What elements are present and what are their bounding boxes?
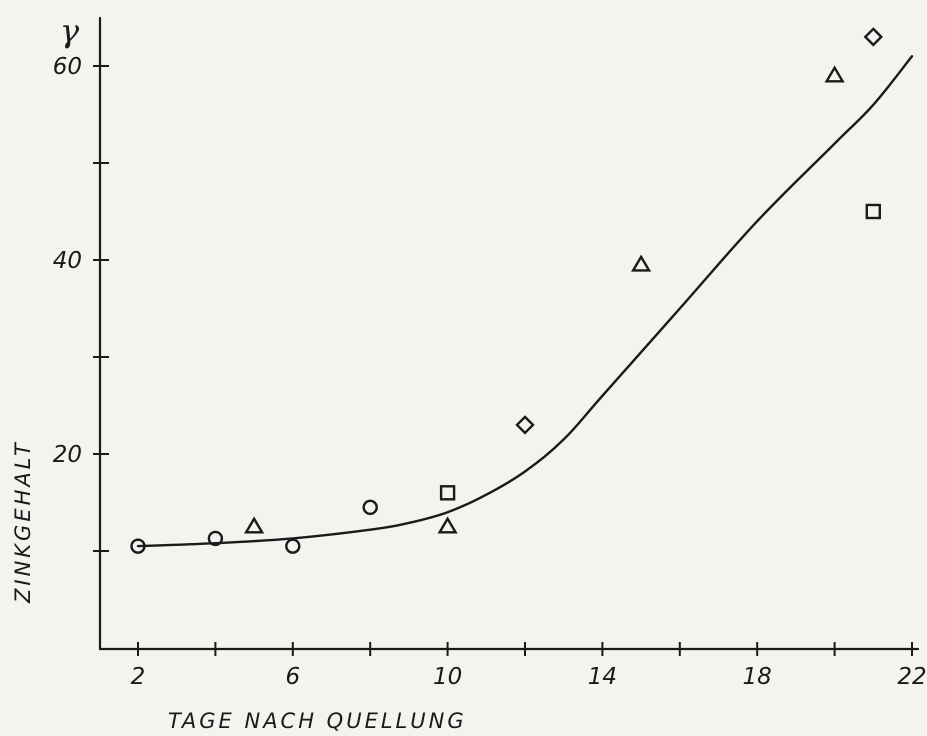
tick-labels: 2 6 10 14 18 22 20 40 60 [53,54,927,690]
axes [98,16,920,651]
triangle-marker [437,516,458,534]
circle-marker [130,538,146,554]
fit-curve-layer [136,55,914,548]
x-tick-label: 14 [588,664,617,690]
x-tick-label: 18 [743,664,772,690]
diamond-marker [515,415,535,435]
triangle-marker [824,65,845,83]
circle-marker [207,530,224,547]
triangle-marker [244,516,265,534]
triangle-marker [631,254,652,272]
circle-marker [285,538,301,554]
square-marker [865,203,881,220]
y-tick-label: 20 [53,442,82,468]
y-axis-title: ZINKGEHALT [11,440,35,604]
ticks [93,65,913,656]
x-tick-label: 10 [433,664,462,690]
x-tick-label: 22 [897,664,926,690]
x-tick-label: 6 [285,664,300,690]
circle-marker [362,499,378,516]
fit-curve [136,55,914,548]
diamond-marker [863,27,883,47]
y-tick-label: 40 [53,248,82,274]
y-unit-label: γ [60,12,80,50]
data-markers [130,27,883,554]
x-axis-title: TAGE NACH QUELLUNG [168,709,467,733]
x-tick-label: 2 [131,664,146,690]
y-tick-label: 60 [53,54,82,80]
square-marker [439,485,456,501]
